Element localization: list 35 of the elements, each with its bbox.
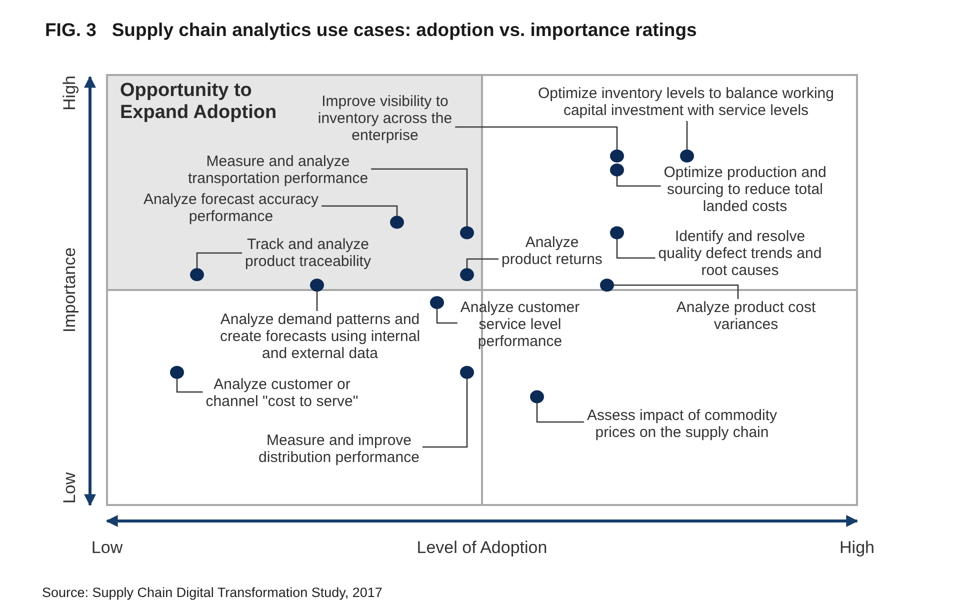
point	[310, 278, 324, 292]
y-axis-title: Importance	[60, 247, 79, 333]
point	[460, 226, 474, 240]
annotation: Analyze forecast accuracy performance	[143, 191, 320, 225]
point	[190, 268, 204, 282]
text: High	[60, 76, 79, 110]
annotation: Assess impact of commodity prices on the supply chain	[586, 407, 778, 441]
annotation: Analyze customer or channel "cost to serve"	[206, 376, 358, 410]
annotation: Track and analyze product traceability	[245, 236, 372, 270]
x-axis-title: Level of Adoption	[416, 538, 548, 557]
annotation: Measure and improve distribution performance	[258, 432, 420, 466]
annotation: Identify and resolve quality defect trends and root causes	[658, 228, 822, 279]
text: Optimize inventory levels to balance working capital investment with service levels	[538, 85, 834, 119]
annotation: Analyze product returns	[502, 234, 602, 268]
point	[460, 366, 474, 379]
text: Opportunity to Expand Adoption	[120, 80, 277, 123]
point	[170, 366, 184, 379]
point	[430, 296, 444, 310]
point	[600, 278, 614, 292]
chart-title: FIG. 3 Supply chain analytics use cases: adoption vs. importance ratings	[45, 19, 697, 40]
annotation: Optimize production and sourcing to reduce total landed costs	[664, 164, 826, 215]
annotation: Analyze demand patterns and create forecasts using internal and external data	[220, 311, 420, 362]
point	[680, 150, 694, 162]
point	[390, 216, 404, 229]
annotation: Analyze product cost variances	[676, 299, 816, 333]
point	[610, 226, 624, 240]
point	[530, 390, 544, 404]
source-note: Source: Supply Chain Digital Transformation Study, 2017	[42, 585, 382, 600]
point	[610, 163, 624, 176]
point	[610, 150, 624, 162]
text: Improve visibility to inventory across the enterprise	[318, 93, 452, 144]
point	[460, 268, 474, 282]
text: Low	[60, 472, 79, 504]
annotation: Analyze customer service level performance	[460, 299, 580, 350]
annotation: Measure and analyze transportation performance	[188, 153, 368, 187]
